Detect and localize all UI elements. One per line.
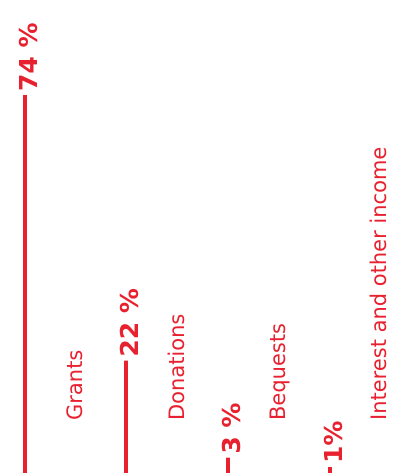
value-label-interest-and-other-income: 1%	[319, 421, 348, 463]
category-label-grants: Grants	[63, 350, 87, 420]
category-label-donations: Donations	[165, 314, 189, 420]
value-label-grants: 74 %	[14, 22, 43, 91]
value-label-donations: 22 %	[115, 288, 144, 357]
category-label-interest-and-other-income: Interest and other income	[367, 147, 391, 420]
value-label-bequests: 3 %	[217, 403, 246, 454]
category-label-bequests: Bequests	[266, 323, 290, 420]
